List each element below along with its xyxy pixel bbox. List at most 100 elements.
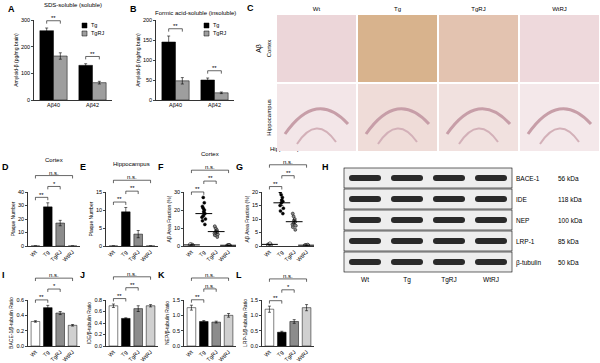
svg-text:Wt: Wt xyxy=(361,276,369,283)
svg-text:**: ** xyxy=(117,196,122,202)
svg-text:0.5: 0.5 xyxy=(250,328,258,334)
svg-text:WtRJ: WtRJ xyxy=(217,249,231,263)
svg-text:5: 5 xyxy=(99,225,102,231)
svg-text:TgRJ: TgRJ xyxy=(441,276,457,284)
svg-text:0.0: 0.0 xyxy=(16,343,24,349)
svg-text:**: ** xyxy=(286,170,291,176)
svg-text:0.2: 0.2 xyxy=(94,331,102,337)
svg-text:0.6: 0.6 xyxy=(16,297,24,303)
svg-text:Cortex: Cortex xyxy=(266,40,272,58)
svg-text:Wt: Wt xyxy=(185,349,194,358)
svg-text:20: 20 xyxy=(18,216,24,222)
svg-text:Amyloid-β (ng/mg brain): Amyloid-β (ng/mg brain) xyxy=(135,33,141,87)
svg-text:Wt: Wt xyxy=(263,349,272,358)
svg-text:TgRJ: TgRJ xyxy=(49,249,63,263)
svg-text:0.8: 0.8 xyxy=(94,297,102,303)
svg-text:Wt: Wt xyxy=(29,349,38,358)
svg-text:**: ** xyxy=(90,51,95,57)
svg-text:Tg: Tg xyxy=(213,22,219,28)
svg-text:n.s.: n.s. xyxy=(49,170,59,176)
svg-text:WtRJ: WtRJ xyxy=(483,276,499,283)
svg-text:Formic acid-soluble (insoluble: Formic acid-soluble (insoluble) xyxy=(155,10,236,16)
svg-text:0.4: 0.4 xyxy=(94,320,102,326)
svg-text:TgRJ: TgRJ xyxy=(471,6,485,12)
svg-text:n.s.: n.s. xyxy=(205,283,215,289)
svg-text:Tg: Tg xyxy=(276,249,285,258)
svg-text:1.0: 1.0 xyxy=(172,312,180,318)
svg-text:F: F xyxy=(158,162,164,172)
svg-text:Amyloid-β (pg/mg brain): Amyloid-β (pg/mg brain) xyxy=(13,33,19,87)
svg-text:n.s.: n.s. xyxy=(283,273,293,279)
svg-text:TgRJ: TgRJ xyxy=(127,349,141,363)
svg-text:Hippocampus: Hippocampus xyxy=(113,161,150,167)
svg-text:Hippocampus: Hippocampus xyxy=(266,99,272,136)
svg-text:SDS-soluble (soluble): SDS-soluble (soluble) xyxy=(44,2,102,8)
svg-text:BACE-1: BACE-1 xyxy=(516,175,540,182)
svg-text:56 kDa: 56 kDa xyxy=(558,175,579,182)
svg-text:WtRJ: WtRJ xyxy=(295,349,309,363)
svg-text:0.4: 0.4 xyxy=(16,312,24,318)
svg-text:**: ** xyxy=(273,295,278,301)
svg-text:*: * xyxy=(53,181,56,187)
svg-text:Tg: Tg xyxy=(42,349,51,358)
svg-text:85 kDa: 85 kDa xyxy=(558,238,579,245)
svg-text:**: ** xyxy=(130,282,135,288)
svg-text:Aβ Area Fraction (%): Aβ Area Fraction (%) xyxy=(244,195,250,242)
svg-text:10: 10 xyxy=(18,229,24,235)
svg-text:200: 200 xyxy=(21,44,30,50)
svg-text:10: 10 xyxy=(96,207,102,213)
svg-text:n.s.: n.s. xyxy=(205,272,215,278)
svg-text:WtRJ: WtRJ xyxy=(139,249,153,263)
svg-text:0.2: 0.2 xyxy=(16,328,24,334)
svg-text:Wt: Wt xyxy=(29,249,38,258)
svg-text:E: E xyxy=(80,162,86,172)
svg-text:200: 200 xyxy=(143,17,152,23)
svg-text:0.0: 0.0 xyxy=(94,343,102,349)
svg-text:BACE-1/β-tubulin Ratio: BACE-1/β-tubulin Ratio xyxy=(8,297,14,349)
svg-text:IDE/β-tubulin Ratio: IDE/β-tubulin Ratio xyxy=(86,302,92,344)
svg-text:Tg: Tg xyxy=(42,249,51,258)
svg-text:TgRJ: TgRJ xyxy=(283,349,297,363)
svg-text:0: 0 xyxy=(27,97,30,103)
svg-text:TgRJ: TgRJ xyxy=(91,30,104,36)
svg-text:Tg: Tg xyxy=(198,249,207,258)
svg-text:0.5: 0.5 xyxy=(172,328,180,334)
svg-text:**: ** xyxy=(208,175,213,181)
svg-text:50 kDa: 50 kDa xyxy=(558,259,579,266)
svg-text:118 kDa: 118 kDa xyxy=(558,196,582,203)
svg-text:50: 50 xyxy=(146,77,152,83)
svg-text:n.s.: n.s. xyxy=(49,272,59,278)
svg-text:B: B xyxy=(130,4,137,14)
svg-text:Aβ: Aβ xyxy=(255,44,263,53)
svg-text:Aβ40: Aβ40 xyxy=(47,102,60,108)
svg-text:C: C xyxy=(247,3,254,13)
svg-text:NEP: NEP xyxy=(516,217,529,224)
svg-text:Plaque Number: Plaque Number xyxy=(88,201,94,236)
svg-text:n.s.: n.s. xyxy=(283,159,293,165)
svg-text:Wt: Wt xyxy=(107,249,116,258)
svg-text:0.0: 0.0 xyxy=(172,343,180,349)
svg-text:40: 40 xyxy=(18,189,24,195)
svg-text:**: ** xyxy=(173,23,178,29)
svg-text:15: 15 xyxy=(252,202,258,208)
svg-text:TgRJ: TgRJ xyxy=(127,249,141,263)
svg-text:**: ** xyxy=(51,15,56,21)
svg-text:100: 100 xyxy=(21,70,30,76)
svg-text:Plaque Number: Plaque Number xyxy=(10,201,16,236)
svg-text:0.6: 0.6 xyxy=(94,308,102,314)
svg-text:**: ** xyxy=(117,293,122,299)
svg-text:L: L xyxy=(236,270,242,280)
svg-text:Tg: Tg xyxy=(198,349,207,358)
svg-text:300: 300 xyxy=(21,17,30,23)
svg-text:n.s.: n.s. xyxy=(205,164,215,170)
svg-text:Aβ42: Aβ42 xyxy=(208,102,221,108)
svg-text:1.5: 1.5 xyxy=(172,297,180,303)
svg-text:Cortex: Cortex xyxy=(45,157,63,163)
svg-text:Wt: Wt xyxy=(263,249,272,258)
svg-text:NEP/β-tubulin Ratio: NEP/β-tubulin Ratio xyxy=(164,301,170,345)
svg-text:20: 20 xyxy=(252,189,258,195)
svg-text:**: ** xyxy=(212,65,217,71)
svg-text:*: * xyxy=(287,284,290,290)
svg-text:I: I xyxy=(2,270,5,280)
svg-text:Aβ Area Fraction (%): Aβ Area Fraction (%) xyxy=(166,195,172,242)
